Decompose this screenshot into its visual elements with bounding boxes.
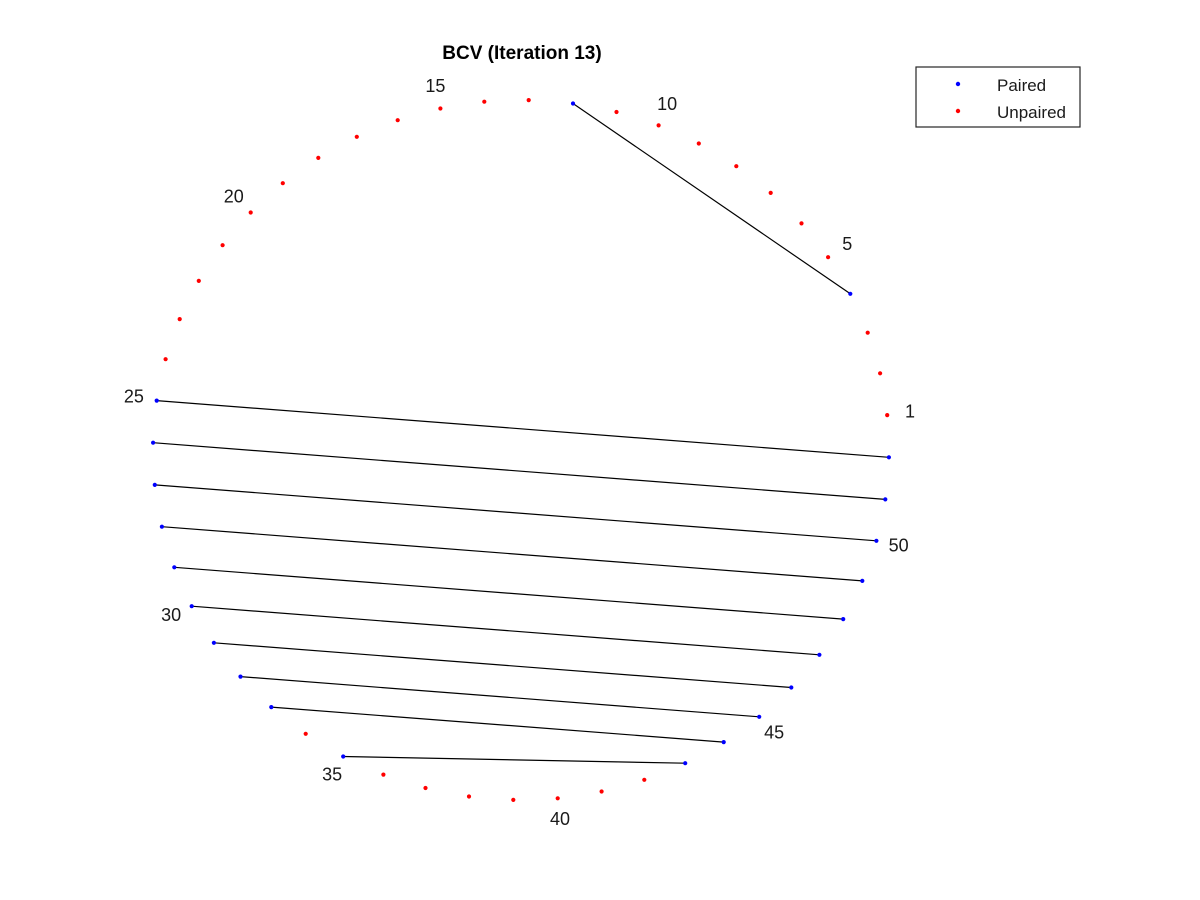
pair-line-26-51	[153, 442, 886, 500]
node-49	[860, 578, 865, 584]
index-label-45: 45	[764, 722, 784, 742]
index-label-15: 15	[425, 76, 445, 96]
index-label-5: 5	[842, 234, 852, 254]
node-16	[395, 118, 400, 123]
node-4	[848, 291, 853, 296]
node-29	[172, 565, 177, 570]
node-32	[238, 674, 243, 679]
node-25	[154, 398, 159, 403]
index-label-20: 20	[224, 186, 244, 206]
node-46	[789, 685, 794, 690]
node-37	[423, 785, 428, 791]
node-48	[841, 617, 846, 622]
node-34	[303, 731, 308, 736]
pair-line-29-48	[174, 566, 844, 620]
node-5	[826, 255, 831, 260]
node-44	[721, 740, 726, 745]
pair-line-28-49	[161, 526, 863, 582]
node-8	[734, 164, 739, 169]
node-51	[883, 497, 888, 502]
node-18	[316, 155, 321, 160]
node-7	[768, 190, 773, 195]
node-42	[642, 777, 647, 782]
node-30	[189, 604, 194, 609]
node-1	[885, 413, 890, 418]
node-3	[865, 330, 870, 335]
node-19	[280, 181, 285, 186]
node-15	[438, 106, 443, 111]
node-33	[269, 705, 274, 710]
legend-marker-unpaired	[955, 108, 961, 114]
node-38	[466, 794, 472, 799]
index-label-35: 35	[322, 764, 342, 784]
index-label-10: 10	[657, 94, 677, 114]
node-43	[683, 761, 688, 766]
node-41	[599, 789, 604, 794]
node-12	[570, 101, 576, 106]
index-label-1: 1	[905, 402, 915, 422]
node-11	[614, 109, 619, 115]
legend-label-unpaired: Unpaired	[997, 103, 1066, 122]
node-2	[878, 371, 883, 376]
pair-line-33-44	[271, 706, 724, 743]
node-40	[555, 796, 560, 801]
node-47	[817, 652, 822, 657]
node-10	[656, 123, 661, 128]
node-24	[163, 357, 168, 362]
node-22	[196, 278, 201, 283]
pair-lines	[153, 103, 889, 764]
node-31	[211, 640, 216, 645]
node-28	[159, 524, 164, 529]
pair-line-30-47	[191, 605, 820, 656]
pair-line-35-43	[343, 755, 686, 764]
index-label-40: 40	[550, 809, 570, 829]
node-9	[696, 141, 701, 146]
node-20	[248, 210, 253, 215]
index-label-25: 25	[124, 386, 144, 406]
node-45	[757, 714, 762, 719]
pair-line-32-45	[240, 676, 760, 718]
node-35	[341, 754, 346, 759]
legend-box	[915, 66, 1081, 128]
node-17	[354, 134, 359, 139]
node-26	[151, 440, 156, 445]
node-27	[152, 482, 157, 487]
node-50	[874, 538, 879, 543]
index-label-50: 50	[889, 535, 909, 555]
pair-line-31-46	[213, 642, 792, 689]
legend-marker-paired	[955, 81, 961, 87]
legend-label-paired: Paired	[997, 76, 1046, 95]
node-6	[799, 221, 804, 226]
pair-line-25-52	[156, 400, 889, 458]
pair-line-27-50	[154, 484, 877, 542]
node-14	[482, 99, 487, 104]
pair-line-4-12	[572, 103, 851, 295]
node-36	[381, 772, 386, 777]
node-23	[177, 317, 182, 322]
legend: Paired Unpaired	[915, 66, 1081, 128]
node-39	[511, 797, 516, 803]
chart-title: BCV (Iteration 13)	[442, 43, 601, 64]
nodes	[151, 98, 892, 803]
node-13	[526, 98, 531, 103]
node-52	[886, 455, 892, 460]
node-21	[220, 243, 225, 248]
index-label-30: 30	[161, 605, 181, 625]
